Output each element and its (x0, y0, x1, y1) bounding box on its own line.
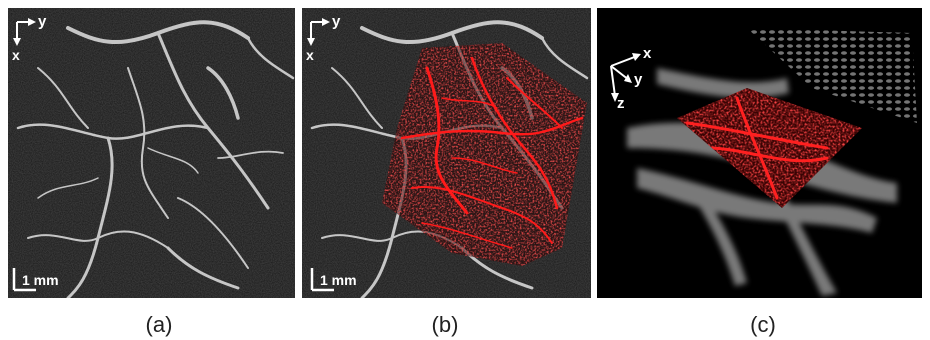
axis-indicator: y x (12, 13, 47, 63)
axis-indicator: y x (306, 13, 341, 63)
scale-bar-label: 1 mm (320, 272, 357, 288)
caption-b: (b) (431, 312, 459, 337)
axis-y-label: y (38, 13, 47, 30)
image-panel-a: y x 1 mm (8, 8, 295, 298)
axis-x-label: x (306, 47, 314, 63)
caption-a: (a) (145, 312, 173, 337)
image-panel-c: x y z (597, 8, 922, 298)
vasculature-3d-render: x y z (597, 8, 922, 298)
axis-x-label: x (12, 47, 20, 63)
image-panel-b: y x 1 mm (302, 8, 591, 298)
axis-indicator-3d: x y z (610, 45, 652, 112)
scale-bar-label: 1 mm (22, 272, 59, 288)
scale-bar: 1 mm (310, 268, 357, 292)
axis-y-label: y (634, 71, 643, 88)
axis-y-label: y (332, 13, 341, 30)
caption-c: (c) (750, 312, 776, 337)
axis-z-label: z (617, 95, 625, 112)
vasculature-overlay-image: y x 1 mm (302, 8, 591, 298)
vasculature-grayscale-image: y x 1 mm (8, 8, 295, 298)
scale-bar: 1 mm (12, 268, 59, 292)
axis-x-label: x (643, 45, 652, 62)
